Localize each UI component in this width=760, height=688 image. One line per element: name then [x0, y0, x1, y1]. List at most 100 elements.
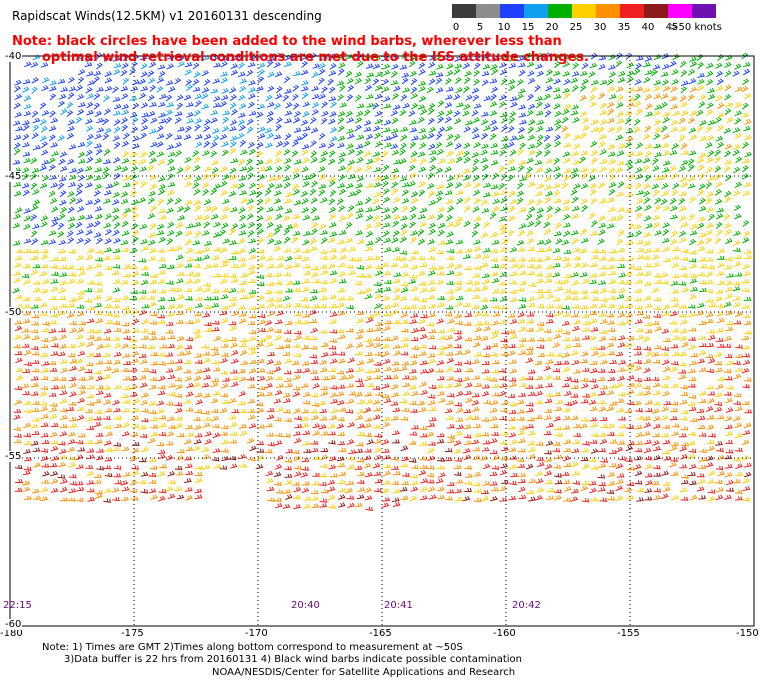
wind-barb [257, 103, 266, 110]
legend-swatch [620, 4, 644, 18]
wind-barb [273, 102, 282, 110]
wind-barb [627, 96, 635, 102]
wind-barb [744, 330, 752, 335]
wind-barb [609, 359, 618, 364]
wind-barb [165, 486, 174, 492]
wind-barb [33, 495, 42, 500]
wind-barb [85, 199, 94, 206]
wind-barb [473, 423, 482, 429]
wind-barb [464, 247, 473, 253]
wind-barb [589, 230, 598, 236]
wind-barb [697, 358, 705, 364]
wind-barb [150, 494, 158, 500]
wind-barb [185, 463, 193, 469]
wind-barb [310, 289, 318, 294]
wind-barb [57, 231, 65, 238]
wind-barb [417, 116, 425, 124]
wind-barb [652, 110, 661, 117]
wind-barb [508, 447, 517, 452]
wind-barb [93, 479, 102, 484]
wind-barb [122, 376, 131, 381]
wind-barb [517, 409, 525, 414]
wind-barb [318, 223, 327, 230]
wind-barb [616, 102, 624, 109]
wind-barb [31, 407, 40, 412]
wind-barb [420, 108, 428, 115]
wind-barb [662, 160, 671, 166]
wind-barb [273, 366, 282, 373]
wind-barb [616, 214, 624, 222]
wind-barb [418, 318, 426, 325]
wind-barb [654, 151, 662, 158]
wind-barb [588, 335, 597, 341]
wind-barb [320, 351, 329, 358]
wind-barb [193, 71, 201, 78]
wind-barb [652, 189, 660, 197]
wind-barb [158, 236, 166, 243]
wind-barb [103, 55, 112, 62]
wind-barb [140, 279, 149, 286]
wind-barb [607, 368, 616, 373]
wind-barb [743, 181, 752, 188]
wind-barb [139, 382, 148, 388]
wind-barb [77, 68, 86, 76]
wind-barb [339, 102, 348, 108]
wind-barb [661, 190, 669, 197]
wind-barb [570, 415, 579, 421]
wind-barb [716, 311, 724, 317]
wind-barb [348, 174, 356, 180]
wind-barb [148, 369, 157, 374]
wind-barb [662, 424, 670, 429]
wind-barb [320, 454, 329, 460]
wind-barb [138, 353, 147, 358]
wind-barb [554, 432, 563, 438]
wind-barb [408, 255, 417, 262]
wind-barb [724, 61, 732, 68]
wind-barb [417, 326, 426, 332]
wind-barb [112, 229, 120, 236]
wind-barb [303, 496, 312, 501]
wind-barb [336, 80, 345, 86]
wind-barb [365, 214, 374, 222]
wind-barb [480, 455, 489, 461]
wind-barb [356, 238, 365, 245]
wind-barb [384, 320, 392, 325]
wind-barb [158, 361, 167, 366]
wind-barb [347, 159, 356, 166]
wind-barb [112, 304, 120, 309]
wind-barb [473, 335, 482, 341]
wind-barb [563, 92, 571, 100]
wind-barb [319, 295, 328, 301]
wind-barb [24, 495, 32, 500]
wind-barb [570, 399, 579, 406]
wind-barb [598, 448, 606, 453]
wind-barb [86, 488, 95, 493]
wind-barb [220, 71, 228, 77]
wind-barb [329, 318, 338, 324]
wind-barb [175, 422, 183, 429]
wind-barb [464, 287, 473, 292]
wind-barb [355, 200, 364, 206]
wind-barb [330, 408, 339, 414]
wind-barb [374, 447, 382, 454]
wind-barb [293, 465, 302, 470]
wind-barb [391, 93, 399, 100]
wind-barb [264, 197, 272, 205]
wind-barb [59, 407, 68, 413]
wind-barb [94, 493, 103, 500]
wind-barb [300, 119, 309, 126]
wind-barb [48, 392, 57, 397]
wind-barb [652, 85, 661, 92]
wind-barb [329, 231, 338, 237]
wind-barb [345, 110, 353, 118]
wind-barb [156, 408, 165, 414]
wind-barb [545, 272, 553, 278]
wind-barb [131, 117, 139, 125]
wind-barb [265, 470, 274, 477]
wind-barb [545, 495, 554, 500]
wind-barb [401, 305, 410, 310]
wind-barb [435, 368, 444, 373]
wind-barb [58, 239, 67, 246]
wind-barb [735, 447, 743, 452]
wind-barb [635, 432, 643, 438]
